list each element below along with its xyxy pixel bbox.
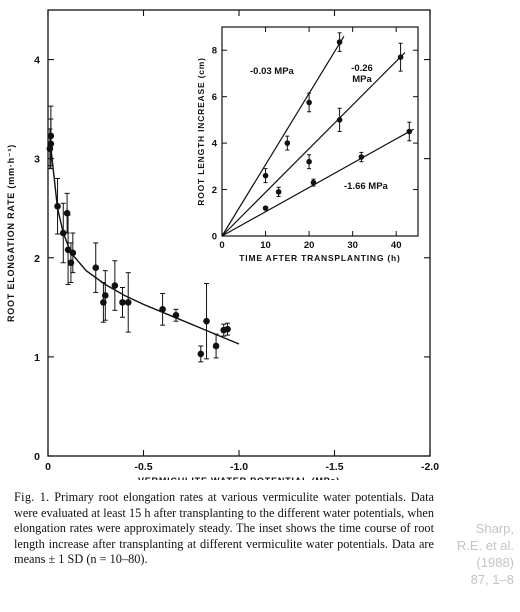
citation-line-4: 87, 1–8 xyxy=(470,572,514,587)
main-data-point xyxy=(47,140,55,148)
inset-data-point xyxy=(275,189,282,195)
main-data-point xyxy=(92,264,100,271)
main-x-tick-label: -1.0 xyxy=(230,461,248,473)
inset-series-line xyxy=(221,128,414,237)
citation-line-1: Sharp, xyxy=(475,521,514,536)
inset-y-tick-label: 8 xyxy=(212,46,217,57)
inset-data-point xyxy=(306,158,312,165)
citation-line-3: (1988) xyxy=(476,555,514,570)
inset-series-label-unit: MPa xyxy=(352,74,372,85)
main-data-point xyxy=(102,292,109,299)
main-data-point xyxy=(197,350,205,358)
inset-x-axis-label: TIME AFTER TRANSPLANTING (h) xyxy=(239,253,400,263)
inset-data-point xyxy=(262,172,269,179)
main-x-tick-label: -2.0 xyxy=(421,461,439,473)
inset-x-tick-label: 30 xyxy=(347,240,358,251)
main-y-tick-label: 0 xyxy=(34,451,40,463)
citation: Sharp, R.E. et al. (1988) 87, 1–8 xyxy=(434,520,514,588)
inset-chart: 0 10 20 30 40 0 2 4 6 8 TIME AFTER TRANSPLANTING (… xyxy=(196,26,419,263)
inset-data-point xyxy=(358,154,365,160)
inset-data-point xyxy=(310,179,317,186)
main-x-tick-label: 0 xyxy=(45,461,51,473)
inset-data-point xyxy=(262,205,269,211)
main-data-point xyxy=(46,145,54,153)
main-x-tick-label: -1.5 xyxy=(325,461,343,473)
main-data-point xyxy=(203,317,210,325)
main-fit-curve xyxy=(49,138,240,345)
chart-svg: 0 -0.5 -1.0 -1.5 -2.0 0 1 2 3 4 VERMICULITE WATER … xyxy=(6,9,439,480)
inset-data-point xyxy=(336,39,343,45)
figure-caption: Fig. 1. Primary root elongation rates at… xyxy=(14,490,434,568)
inset-series-line xyxy=(221,35,345,237)
inset-y-tick-label: 6 xyxy=(212,92,217,103)
inset-x-tick-label: 10 xyxy=(260,240,271,251)
caption-text: Primary root elongation rates at various… xyxy=(14,490,434,567)
main-data-point xyxy=(59,229,67,237)
main-data-point xyxy=(159,306,166,313)
inset-series-label: -1.66 MPa xyxy=(344,181,389,192)
inset-y-axis-label: ROOT LENGTH INCREASE (cm) xyxy=(196,57,206,205)
inset-data-point xyxy=(306,99,312,106)
main-y-tick-label: 3 xyxy=(34,154,40,166)
main-data-point xyxy=(119,299,126,306)
main-data-point xyxy=(124,299,132,306)
citation-line-2: R.E. et al. xyxy=(456,538,514,553)
inset-data-point xyxy=(406,128,413,135)
main-x-tick-label: -0.5 xyxy=(134,461,152,473)
main-chart: 0 -0.5 -1.0 -1.5 -2.0 0 1 2 3 4 VERMICULITE WATER … xyxy=(6,9,439,480)
main-y-tick-label: 4 xyxy=(34,55,40,67)
inset-series-line xyxy=(221,52,406,237)
main-data-point xyxy=(212,342,220,350)
figure: 0 -0.5 -1.0 -1.5 -2.0 0 1 2 3 4 VERMICULITE WATER … xyxy=(6,9,439,480)
main-y-tick-label: 1 xyxy=(34,352,40,364)
inset-x-tick-label: 20 xyxy=(304,240,315,251)
caption-fig-label: Fig. 1. xyxy=(14,490,50,504)
inset-y-tick-label: 2 xyxy=(212,185,217,196)
main-data-point xyxy=(64,246,72,254)
main-y-axis-label: ROOT ELONGATION RATE (mm·h⁻¹) xyxy=(6,144,16,322)
inset-data-point xyxy=(397,54,404,60)
main-data-point xyxy=(224,325,231,333)
main-data-point xyxy=(69,249,77,257)
inset-data-point xyxy=(284,140,291,146)
inset-data-point xyxy=(336,117,343,123)
main-y-tick-label: 2 xyxy=(34,253,40,265)
inset-y-tick-label: 4 xyxy=(212,139,218,150)
inset-x-tick-label: 0 xyxy=(219,240,224,251)
main-x-axis-label: VERMICULITE WATER POTENTIAL (MPa) xyxy=(138,476,340,480)
main-data-point xyxy=(111,282,119,289)
inset-series-label: -0.26 xyxy=(351,63,373,74)
inset-series-label: -0.03 MPa xyxy=(250,66,295,77)
inset-y-tick-label: 0 xyxy=(212,232,217,243)
main-data-point xyxy=(172,311,180,319)
inset-x-tick-label: 40 xyxy=(391,240,402,251)
main-data-point xyxy=(54,202,61,210)
inset-plot-frame xyxy=(221,26,419,237)
